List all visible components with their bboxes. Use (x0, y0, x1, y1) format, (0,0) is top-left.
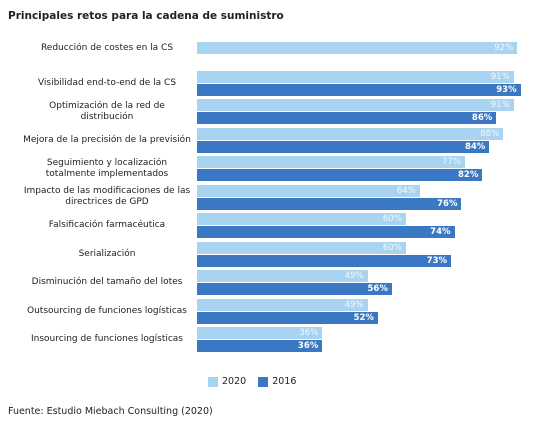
chart-title: Principales retos para la cadena de sumi… (8, 10, 284, 22)
legend-swatch (258, 377, 269, 387)
legend-label: 2020 (222, 376, 247, 387)
category-label: Serialización (78, 248, 136, 259)
bar: 60% (197, 213, 406, 225)
value-label: 91% (490, 100, 510, 110)
value-label: 82% (458, 170, 479, 180)
category-label: Outsourcing de funciones logísticas (27, 305, 187, 316)
bar: 76% (197, 197, 462, 210)
bar: 88% (197, 127, 504, 140)
value-label: 76% (437, 198, 458, 209)
bar: 77% (197, 156, 465, 168)
value-label: 73% (426, 255, 448, 266)
value-label: 64% (396, 185, 416, 196)
value-label: 91% (490, 71, 510, 82)
bar: 86% (197, 112, 497, 124)
value-label: 49% (344, 271, 364, 281)
category-label: Mejora de la precisión de la previsión (23, 134, 191, 145)
bar: 36% (197, 327, 323, 339)
value-label: 60% (382, 242, 402, 253)
value-label: 36% (297, 341, 319, 351)
value-label: 56% (367, 284, 388, 294)
bar: 49% (197, 270, 368, 282)
bar: 60% (197, 241, 406, 254)
value-label: 49% (344, 299, 364, 310)
category-label: Optimización de la red de distribución (49, 100, 165, 122)
value-label: 77% (442, 157, 461, 167)
bar: 93% (197, 83, 521, 96)
bar: 91% (197, 99, 514, 111)
value-label: 52% (353, 312, 374, 323)
category-label: Insourcing de funciones logísticas (30, 334, 183, 344)
category-label: Falsificación farmacéutica (48, 220, 166, 230)
category-label: Visibilidad end-to-end de la CS (37, 77, 177, 88)
category-label: Disminución del tamaño del lotes (31, 277, 183, 287)
legend-label: 2016 (272, 376, 297, 387)
category-label: Impacto de las modificaciones de las dir… (23, 186, 191, 207)
value-label: 86% (471, 113, 493, 123)
category-label: Seguimiento y localización totalmente im… (45, 157, 169, 179)
bar: 92% (197, 42, 518, 54)
bar: 36% (197, 340, 323, 352)
value-label: 74% (430, 227, 451, 237)
value-label: 36% (299, 328, 319, 338)
bar: 52% (197, 311, 378, 324)
source-note: Fuente: Estudio Miebach Consulting (2020… (8, 406, 213, 417)
bar: 84% (197, 140, 490, 153)
bar: 82% (197, 169, 483, 181)
category-label: Reducción de costes en la CS (40, 42, 174, 53)
bar: 49% (197, 298, 368, 311)
value-label: 93% (496, 84, 517, 95)
value-label: 84% (464, 141, 486, 152)
legend-swatch (208, 377, 218, 387)
bar: 56% (197, 283, 392, 295)
bar: 73% (197, 254, 452, 267)
value-label: 88% (480, 128, 500, 139)
bar: 74% (197, 226, 455, 238)
value-label: 60% (382, 214, 402, 224)
bar: 64% (197, 184, 420, 197)
value-label: 92% (494, 43, 514, 53)
bar: 91% (197, 70, 514, 83)
